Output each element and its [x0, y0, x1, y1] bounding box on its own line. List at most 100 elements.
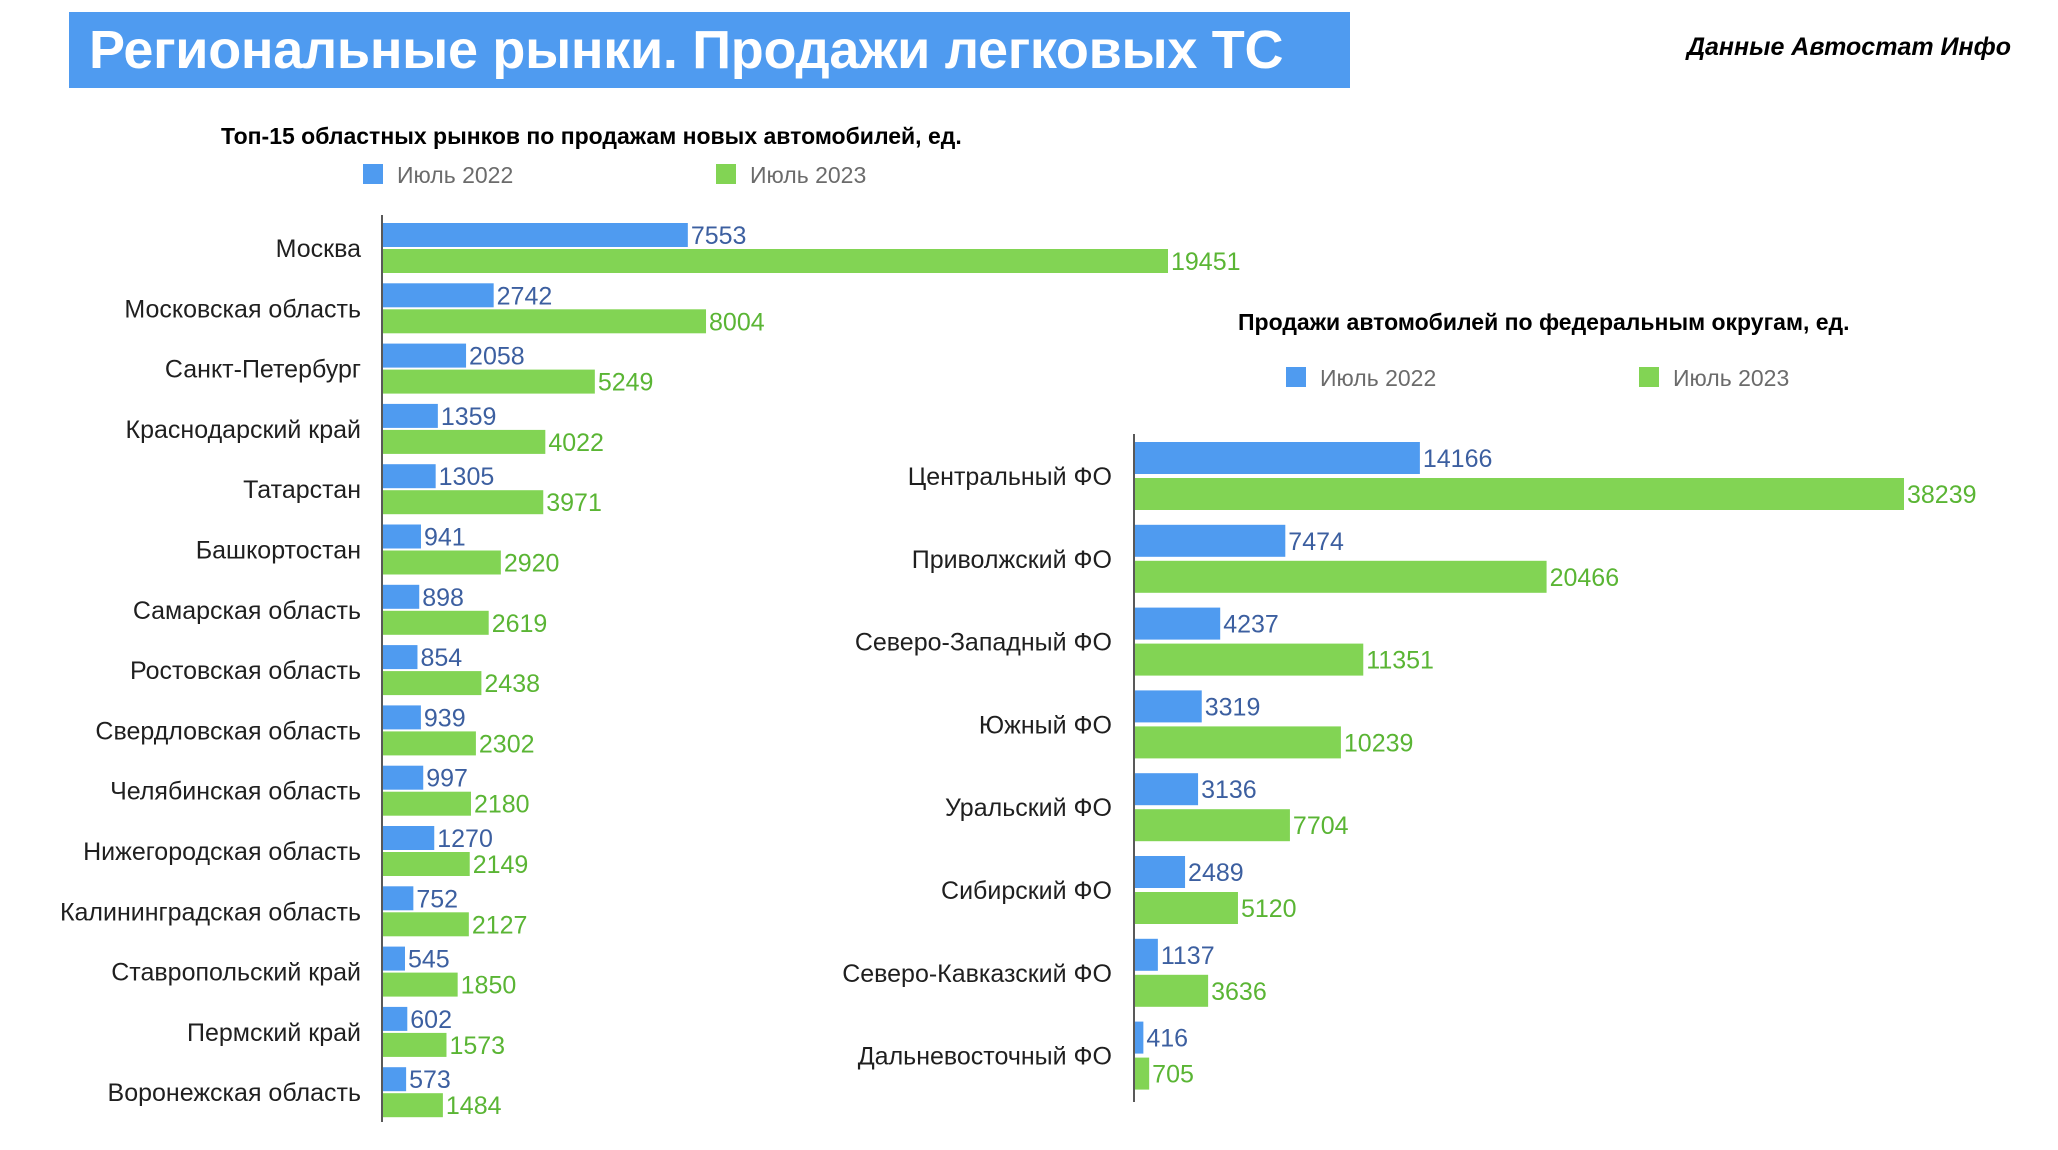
- left-bar-2022: [383, 524, 421, 549]
- left-value-label-2022: 602: [410, 1006, 452, 1034]
- right-bar-2022: [1135, 442, 1420, 474]
- left-chart-title: Топ-15 областных рынков по продажам новы…: [221, 123, 962, 149]
- left-value-label-2023: 2302: [479, 730, 535, 758]
- right-bar-2023: [1135, 974, 1209, 1007]
- left-value-label-2022: 854: [420, 644, 462, 672]
- right-value-label-2022: 7474: [1288, 528, 1344, 556]
- left-bar-2023: [383, 1093, 443, 1118]
- right-legend-swatch-2023: [1639, 367, 1659, 387]
- right-value-label-2022: 2489: [1188, 859, 1244, 887]
- left-bar-2023: [383, 249, 1168, 273]
- right-value-label-2022: 4237: [1223, 611, 1279, 639]
- left-value-label-2023: 2920: [504, 550, 560, 578]
- left-category-label: Московская область: [124, 295, 361, 323]
- left-value-label-2022: 941: [424, 524, 466, 552]
- left-value-label-2022: 997: [426, 765, 468, 793]
- page-title: Региональные рынки. Продажи легковых ТС: [89, 20, 1284, 80]
- right-value-label-2022: 3319: [1205, 693, 1261, 721]
- left-value-label-2023: 19451: [1171, 248, 1241, 276]
- right-bar-2023: [1135, 478, 1904, 510]
- left-bar-2022: [383, 403, 438, 428]
- left-value-label-2022: 939: [424, 704, 466, 732]
- left-legend-label-2023: Июль 2023: [750, 162, 866, 188]
- left-value-label-2022: 1270: [437, 825, 493, 853]
- left-category-label: Санкт-Петербург: [165, 356, 361, 384]
- right-chart-title: Продажи автомобилей по федеральным округ…: [1238, 309, 1850, 335]
- left-value-label-2023: 2438: [484, 670, 540, 698]
- left-value-label-2022: 545: [408, 946, 450, 974]
- left-value-label-2023: 5249: [598, 369, 654, 397]
- left-value-label-2022: 752: [416, 885, 458, 913]
- right-bar-2023: [1135, 892, 1238, 924]
- left-category-label: Свердловская область: [95, 717, 361, 745]
- right-value-label-2023: 10239: [1344, 729, 1414, 757]
- left-value-label-2023: 2619: [492, 610, 548, 638]
- left-category-label: Башкортостан: [196, 537, 361, 565]
- left-value-label-2023: 2180: [474, 791, 530, 819]
- right-bar-2022: [1135, 773, 1199, 806]
- left-bar-2022: [383, 886, 414, 911]
- left-value-label-2022: 2058: [469, 343, 525, 371]
- right-bar-2023: [1135, 560, 1547, 593]
- left-value-label-2023: 2149: [473, 851, 529, 879]
- left-legend-label-2022: Июль 2022: [397, 162, 513, 188]
- right-value-label-2023: 705: [1152, 1061, 1194, 1089]
- right-category-label: Центральный ФО: [908, 463, 1112, 491]
- left-category-label: Самарская область: [133, 597, 361, 625]
- left-bar-2023: [383, 912, 469, 937]
- right-value-label-2023: 3636: [1211, 978, 1267, 1006]
- right-legend-label-2022: Июль 2022: [1320, 365, 1436, 391]
- left-value-label-2022: 573: [409, 1066, 451, 1094]
- left-category-label: Москва: [276, 235, 361, 263]
- left-value-label-2023: 8004: [709, 308, 765, 336]
- left-bar-2023: [383, 490, 544, 515]
- source-label: Данные Автостат Инфо: [1686, 33, 2011, 61]
- left-bar-2023: [383, 429, 546, 454]
- left-bar-2023: [383, 1032, 447, 1057]
- right-bar-2022: [1135, 690, 1202, 723]
- right-value-label-2022: 1137: [1161, 942, 1215, 970]
- left-bar-2022: [383, 1006, 408, 1031]
- right-bar-2023: [1135, 643, 1364, 676]
- right-bar-2022: [1135, 607, 1221, 640]
- left-bar-2022: [383, 946, 405, 971]
- left-category-label: Челябинская область: [110, 778, 361, 806]
- title-banner: Региональные рынки. Продажи легковых ТС: [69, 12, 1350, 88]
- left-bar-2023: [383, 972, 458, 997]
- left-value-label-2022: 898: [422, 584, 464, 612]
- left-category-label: Пермский край: [187, 1019, 361, 1047]
- left-bar-2022: [383, 584, 420, 609]
- left-value-label-2023: 4022: [548, 429, 604, 457]
- left-bar-2023: [383, 731, 476, 756]
- right-value-label-2023: 20466: [1550, 564, 1620, 592]
- right-legend-swatch-2022: [1286, 367, 1306, 387]
- left-bar-2022: [383, 1067, 407, 1092]
- right-bar-2022: [1135, 524, 1286, 557]
- left-bar-2023: [383, 550, 501, 575]
- right-value-label-2023: 38239: [1907, 481, 1977, 509]
- left-category-label: Татарстан: [243, 476, 361, 504]
- left-value-label-2022: 7553: [691, 222, 747, 250]
- right-bar-2022: [1135, 856, 1186, 888]
- right-value-label-2022: 3136: [1201, 776, 1257, 804]
- right-category-label: Дальневосточный ФО: [858, 1043, 1112, 1071]
- right-category-label: Уральский ФО: [945, 794, 1112, 822]
- left-bar-2022: [383, 765, 424, 790]
- right-value-label-2023: 5120: [1241, 895, 1297, 923]
- left-value-label-2022: 1359: [441, 403, 497, 431]
- left-bar-2023: [383, 791, 471, 816]
- right-category-label: Приволжский ФО: [912, 546, 1112, 574]
- left-value-label-2023: 1573: [449, 1032, 505, 1060]
- left-bar-2022: [383, 464, 436, 489]
- right-category-label: Северо-Кавказский ФО: [842, 960, 1112, 988]
- left-category-label: Нижегородская область: [83, 838, 361, 866]
- left-value-label-2023: 3971: [546, 489, 602, 517]
- left-bar-2023: [383, 309, 707, 334]
- left-category-label: Ростовская область: [130, 657, 361, 685]
- right-value-label-2022: 416: [1146, 1025, 1188, 1053]
- left-bar-2022: [383, 223, 688, 247]
- right-bar-2023: [1135, 726, 1341, 759]
- right-legend-label-2023: Июль 2023: [1673, 365, 1789, 391]
- left-bar-2023: [383, 610, 489, 635]
